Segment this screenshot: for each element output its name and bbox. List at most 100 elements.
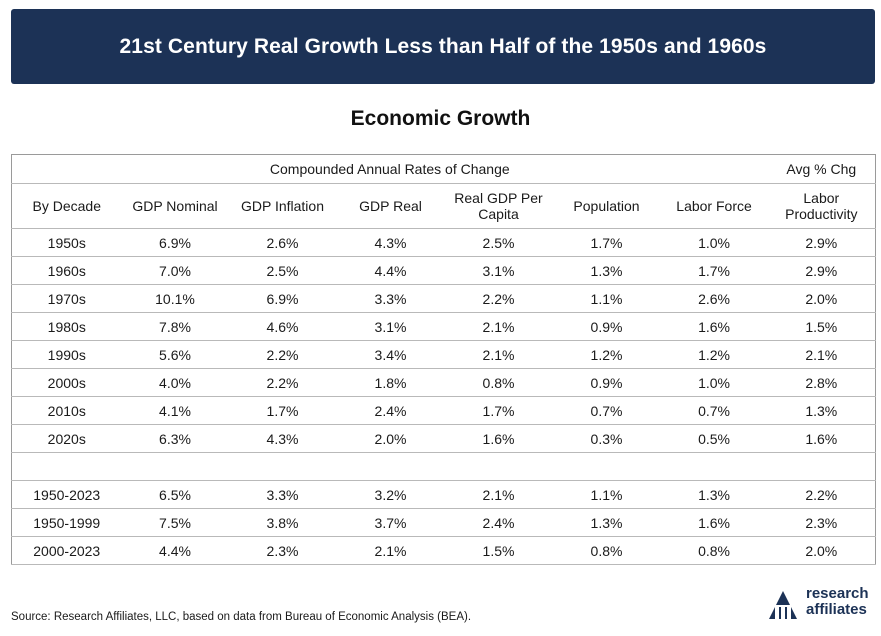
table-cell: 2.9%: [767, 256, 876, 285]
table-row: 2020s 6.3% 4.3% 2.0% 1.6% 0.3% 0.5% 1.6%: [11, 424, 876, 453]
economic-growth-table: Compounded Annual Rates of Change Avg % …: [11, 154, 877, 565]
table-cell: 2.1%: [336, 536, 445, 565]
logo-line-research: research: [806, 585, 869, 602]
table-cell: 1.6%: [444, 424, 553, 453]
table-row: 2000s 4.0% 2.2% 1.8% 0.8% 0.9% 1.0% 2.8%: [11, 368, 876, 397]
table-cell: 7.5%: [121, 508, 229, 537]
table-row: 1950s 6.9% 2.6% 4.3% 2.5% 1.7% 1.0% 2.9%: [11, 228, 876, 257]
logo-wordmark: research affiliates: [806, 586, 869, 618]
table-cell: 2.5%: [444, 228, 553, 257]
row-label: 1950-2023: [11, 480, 122, 509]
table-cell: 2.3%: [228, 536, 337, 565]
research-affiliates-logo: research affiliates: [766, 585, 878, 625]
table-cell: 2.0%: [767, 536, 876, 565]
table-cell: 1.3%: [660, 480, 768, 509]
table-cell: 2.1%: [444, 480, 553, 509]
table-cell: 2.4%: [444, 508, 553, 537]
table-cell: 1.6%: [660, 508, 768, 537]
table-cell: 1.1%: [552, 480, 661, 509]
table-cell: 2.2%: [444, 284, 553, 313]
table-cell: 6.3%: [121, 424, 229, 453]
table-cell: 1.5%: [444, 536, 553, 565]
table-cell: 1.0%: [660, 368, 768, 397]
table-cell: 2.8%: [767, 368, 876, 397]
column-header-population: Population: [552, 183, 661, 229]
table-cell: 2.2%: [228, 368, 337, 397]
logo-line-affiliates: affiliates: [806, 601, 867, 618]
table-cell: 1.8%: [336, 368, 445, 397]
column-header-real-gdp-per-capita: Real GDP Per Capita: [444, 183, 553, 229]
row-label: 2000s: [11, 368, 122, 397]
group-header-rates: Compounded Annual Rates of Change: [11, 154, 768, 184]
table-cell: 0.8%: [552, 536, 661, 565]
source-note: Source: Research Affiliates, LLC, based …: [11, 611, 472, 623]
table-cell: 0.7%: [660, 396, 768, 425]
table-cell: 3.3%: [228, 480, 337, 509]
column-header-gdp-inflation: GDP Inflation: [228, 183, 337, 229]
title-banner: 21st Century Real Growth Less than Half …: [11, 9, 875, 84]
table-cell: 1.3%: [552, 256, 661, 285]
table-cell: 4.6%: [228, 312, 337, 341]
table-cell: 2.9%: [767, 228, 876, 257]
table-row: 1950-1999 7.5% 3.8% 3.7% 2.4% 1.3% 1.6% 2.3%: [11, 508, 876, 537]
row-label: 2010s: [11, 396, 122, 425]
table-cell: 2.6%: [660, 284, 768, 313]
table-body: 1950s 6.9% 2.6% 4.3% 2.5% 1.7% 1.0% 2.9% 1960s 7.…: [11, 228, 876, 565]
table-cell: 4.1%: [121, 396, 229, 425]
table-row: 1980s 7.8% 4.6% 3.1% 2.1% 0.9% 1.6% 1.5%: [11, 312, 876, 341]
table-cell: 1.7%: [552, 228, 661, 257]
table-cell: 3.3%: [336, 284, 445, 313]
chart-title: 21st Century Real Growth Less than Half …: [119, 34, 767, 58]
table-cell: 0.8%: [444, 368, 553, 397]
table-cell: 1.7%: [228, 396, 337, 425]
table-cell: 7.8%: [121, 312, 229, 341]
row-label: 1960s: [11, 256, 122, 285]
spacer-cell: [11, 452, 876, 481]
column-header-gdp-nominal: GDP Nominal: [121, 183, 229, 229]
table-cell: 2.1%: [444, 312, 553, 341]
row-label: 1980s: [11, 312, 122, 341]
table-cell: 3.1%: [444, 256, 553, 285]
group-header-row: Compounded Annual Rates of Change Avg % …: [11, 154, 876, 184]
table-cell: 7.0%: [121, 256, 229, 285]
row-label: 1950-1999: [11, 508, 122, 537]
group-header-avg: Avg % Chg: [767, 154, 876, 184]
table-cell: 1.2%: [552, 340, 661, 369]
table-cell: 0.9%: [552, 312, 661, 341]
column-header-gdp-real: GDP Real: [336, 183, 445, 229]
table-cell: 0.9%: [552, 368, 661, 397]
table-cell: 2.6%: [228, 228, 337, 257]
table-row: 2000-2023 4.4% 2.3% 2.1% 1.5% 0.8% 0.8% 2.0%: [11, 536, 876, 565]
table-cell: 2.2%: [228, 340, 337, 369]
table-cell: 4.4%: [336, 256, 445, 285]
table-cell: 0.8%: [660, 536, 768, 565]
table-cell: 4.4%: [121, 536, 229, 565]
table-cell: 1.3%: [552, 508, 661, 537]
row-label: 2020s: [11, 424, 122, 453]
table-row: 1960s 7.0% 2.5% 4.4% 3.1% 1.3% 1.7% 2.9%: [11, 256, 876, 285]
table-cell: 4.3%: [336, 228, 445, 257]
table-cell: 6.5%: [121, 480, 229, 509]
table-cell: 2.0%: [336, 424, 445, 453]
table-row: 1950-2023 6.5% 3.3% 3.2% 2.1% 1.1% 1.3% 2.2%: [11, 480, 876, 509]
chart-subtitle: Economic Growth: [350, 107, 531, 130]
table-cell: 1.7%: [660, 256, 768, 285]
table-row: 2010s 4.1% 1.7% 2.4% 1.7% 0.7% 0.7% 1.3%: [11, 396, 876, 425]
table-cell: 3.4%: [336, 340, 445, 369]
row-label: 1970s: [11, 284, 122, 313]
table-cell: 2.3%: [767, 508, 876, 537]
table-row: 1990s 5.6% 2.2% 3.4% 2.1% 1.2% 1.2% 2.1%: [11, 340, 876, 369]
column-header-row: By Decade GDP Nominal GDP Inflation GDP Rea…: [11, 183, 876, 229]
table-cell: 0.7%: [552, 396, 661, 425]
row-label: 2000-2023: [11, 536, 122, 565]
table-cell: 10.1%: [121, 284, 229, 313]
research-affiliates-logo-icon: [769, 591, 797, 619]
table-cell: 1.1%: [552, 284, 661, 313]
column-header-labor-productivity: Labor Productivity: [767, 183, 876, 229]
table-cell: 1.2%: [660, 340, 768, 369]
table-row: 1970s 10.1% 6.9% 3.3% 2.2% 1.1% 2.6% 2.0%: [11, 284, 876, 313]
row-label: 1990s: [11, 340, 122, 369]
column-header-by-decade: By Decade: [11, 183, 122, 229]
table-cell: 6.9%: [121, 228, 229, 257]
table-cell: 1.6%: [767, 424, 876, 453]
